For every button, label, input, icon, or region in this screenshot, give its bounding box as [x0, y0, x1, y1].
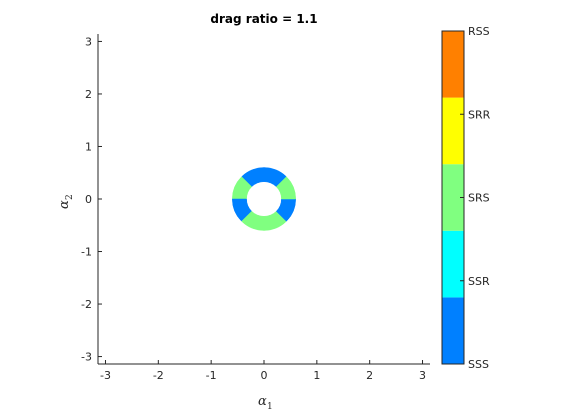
x-axis-label: α 1 — [258, 394, 273, 412]
y-tick-label: -1 — [81, 246, 92, 259]
chart-title: drag ratio = 1.1 — [210, 12, 317, 26]
x-tick-label: 2 — [366, 369, 373, 382]
y-tick-label: -2 — [81, 298, 92, 311]
x-tick-label: -1 — [206, 369, 217, 382]
colorbar: SSS SSR SRS SRR RSS — [441, 25, 491, 371]
y-axis-label-subscript: 2 — [65, 194, 75, 200]
x-tick-label: 0 — [261, 369, 268, 382]
colorbar-segment-srs — [442, 164, 464, 231]
colorbar-segment-sss — [442, 297, 464, 364]
x-tick-label: -2 — [153, 369, 164, 382]
colorbar-label-rss: RSS — [468, 25, 490, 38]
colorbar-label-srr: SRR — [468, 108, 491, 121]
region-sector-srs-5 — [275, 176, 296, 200]
x-axis-label-symbol: α — [258, 394, 267, 409]
x-axis-label-subscript: 1 — [267, 402, 273, 412]
colorbar-segment-rss — [442, 31, 464, 98]
colorbar-label-sss: SSS — [468, 358, 489, 371]
x-tick-label: 1 — [313, 369, 320, 382]
x-tick-label: -3 — [100, 369, 111, 382]
y-tick-label: 2 — [85, 88, 92, 101]
x-tick-label: 3 — [419, 369, 426, 382]
plot-area: -3 -2 -1 0 1 2 3 -3 -2 -1 0 1 2 3 — [81, 34, 430, 382]
y-axis-label: α 2 — [57, 194, 75, 209]
y-tick-label: 3 — [85, 35, 92, 48]
y-tick-label: 1 — [85, 140, 92, 153]
colorbar-label-ssr: SSR — [468, 275, 490, 288]
colorbar-segment-ssr — [442, 230, 464, 298]
y-tick-label: -3 — [81, 351, 92, 364]
colorbar-segment-srr — [442, 97, 464, 165]
colorbar-label-srs: SRS — [468, 192, 490, 205]
y-axis-label-symbol: α — [57, 200, 72, 209]
y-tick-label: 0 — [85, 193, 92, 206]
